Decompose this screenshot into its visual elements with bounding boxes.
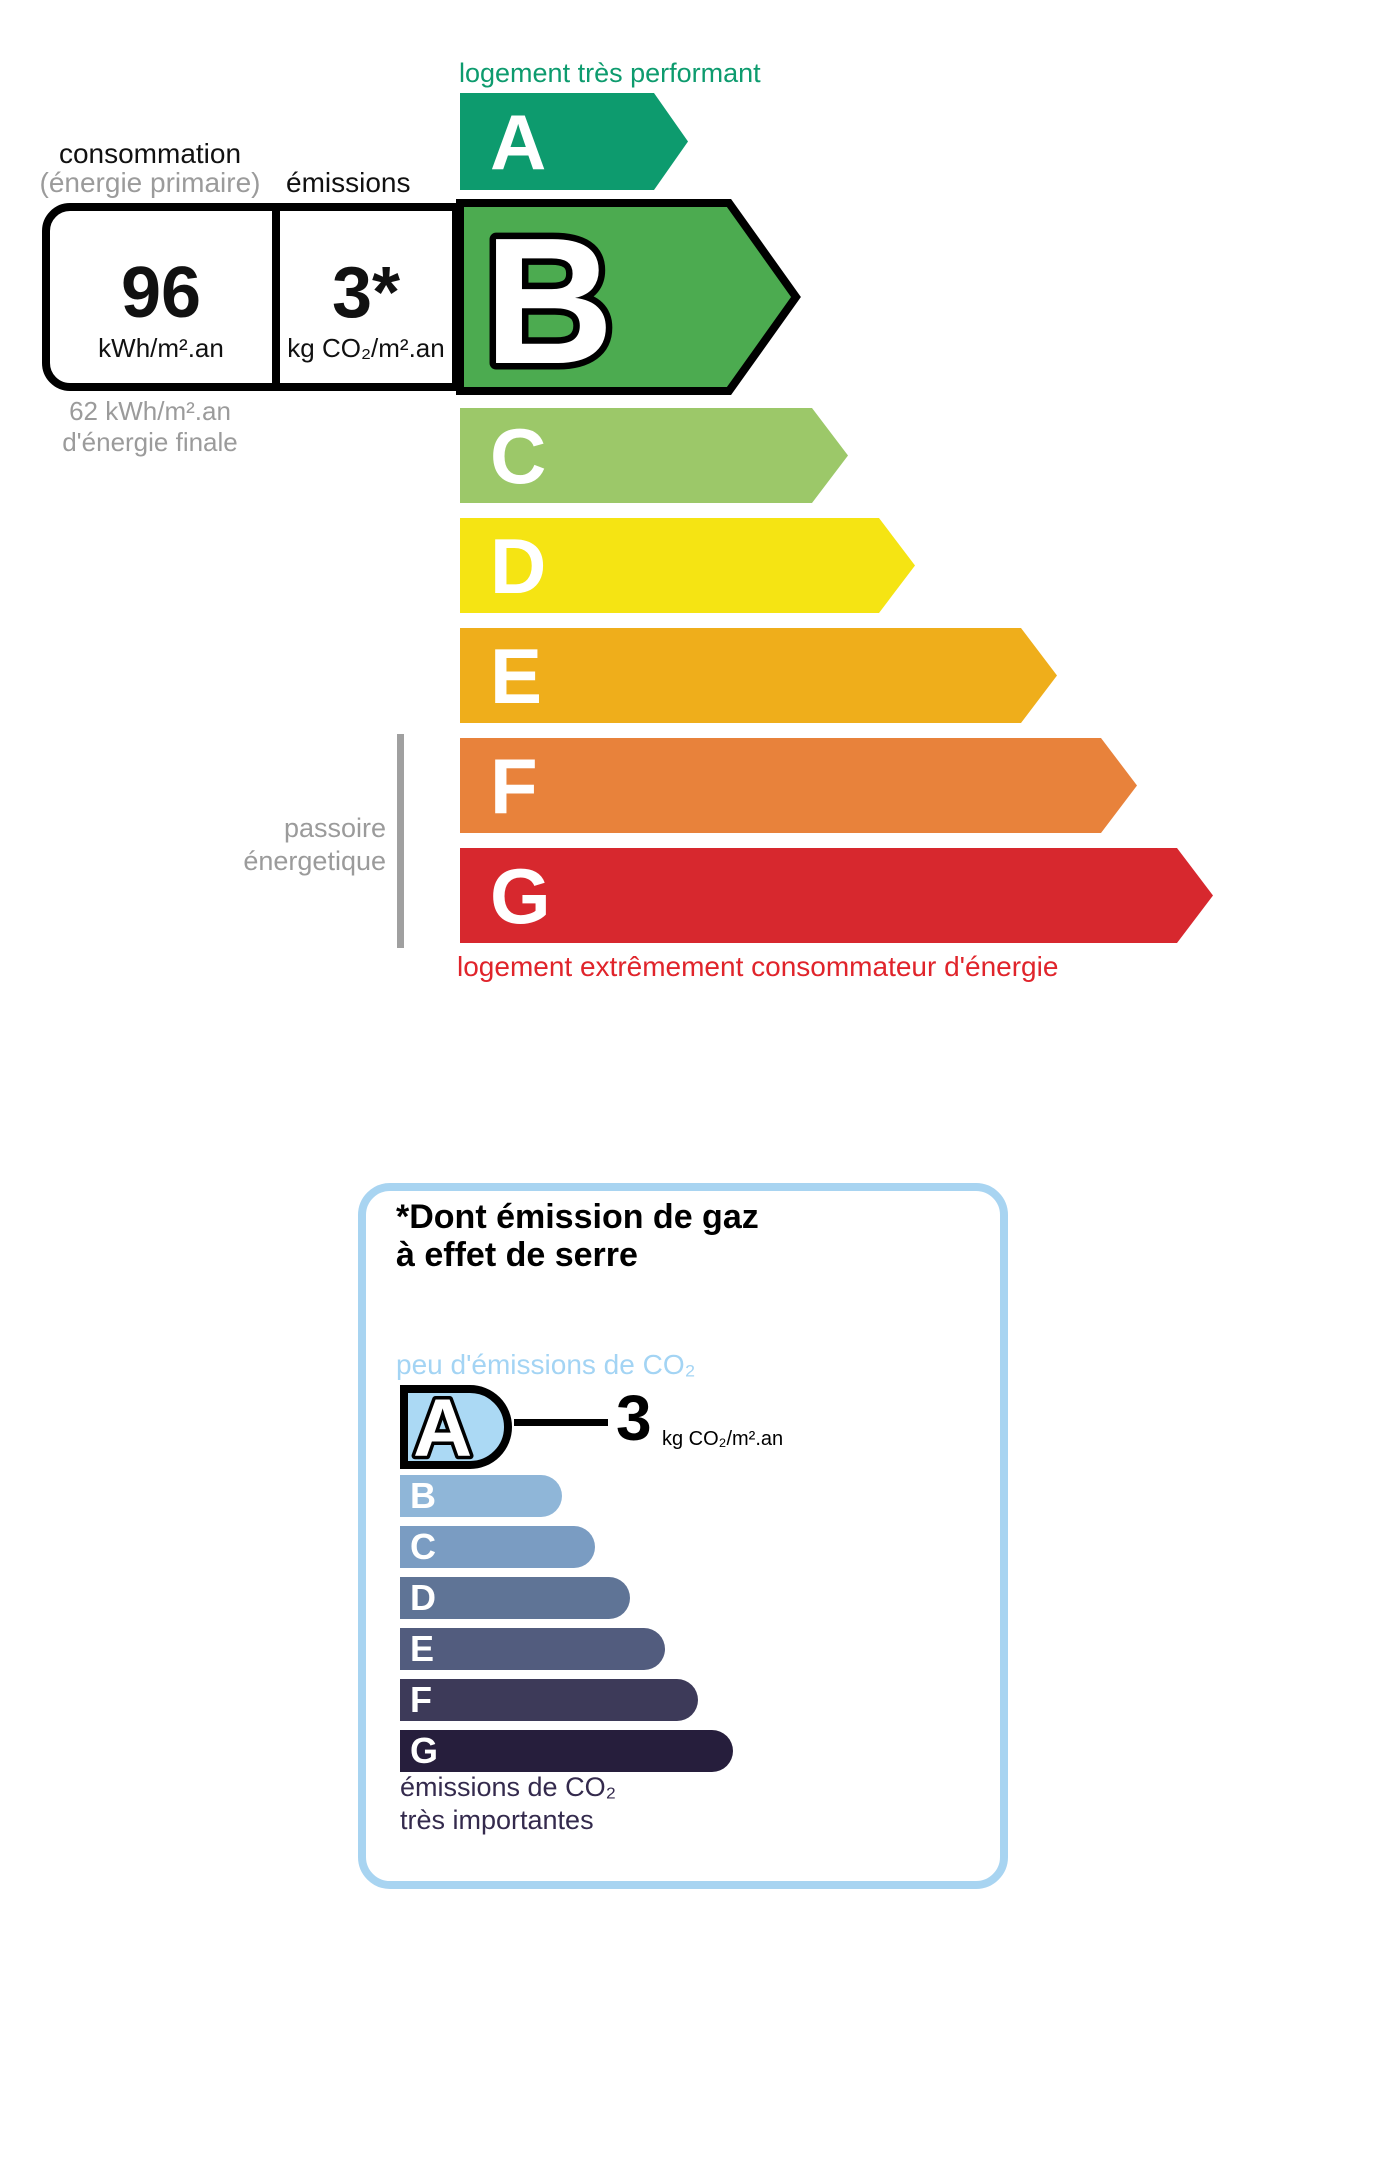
co2-high-emissions-label: émissions de CO₂ très importantes	[400, 1771, 616, 1837]
energy-class-arrow-c: C	[460, 408, 848, 503]
co2-class-letter-c: C	[410, 1526, 436, 1567]
co2-class-bar-d: D	[400, 1577, 630, 1619]
co2-class-bar-g: G	[400, 1730, 733, 1772]
emissions-value: 3*	[331, 252, 401, 333]
final-energy-line1: 62 kWh/m².an	[69, 396, 231, 426]
energy-class-letter-c: C	[490, 411, 547, 500]
co2-class-letter-f: F	[410, 1679, 432, 1720]
consumption-value: 96	[120, 252, 202, 333]
energy-class-arrow-g: G	[460, 848, 1213, 943]
label-logement-consommateur: logement extrêmement consommateur d'éner…	[457, 951, 1059, 982]
energy-class-arrow-d: D	[460, 518, 915, 613]
co2-class-letter-d: D	[410, 1577, 436, 1618]
co2-value-connector-line	[514, 1419, 608, 1426]
energy-class-arrow-a: A	[460, 93, 688, 190]
co2-class-letter-e: E	[410, 1628, 435, 1669]
emissions-unit: kg CO₂/m².an	[287, 332, 445, 363]
co2-class-letter-g: G	[410, 1730, 439, 1771]
co2-value-unit: kg CO₂/m².an	[662, 1428, 784, 1450]
co2-title-line1: *Dont émission de gaz	[396, 1198, 759, 1236]
co2-low-emissions-label: peu d'émissions de CO₂	[396, 1349, 696, 1380]
consumption-sublabel: (énergie primaire)	[39, 167, 261, 198]
co2-high-line1: émissions de CO₂	[400, 1772, 617, 1802]
emissions-cell: 3* kg CO₂/m².an	[280, 211, 452, 383]
co2-class-badge-a-highlighted: A	[400, 1380, 512, 1478]
label-logement-tres-performant: logement très performant	[459, 58, 761, 88]
co2-title-line2: à effet de serre	[396, 1236, 638, 1274]
emissions-label: émissions	[286, 167, 411, 198]
consumption-cell: 96 kWh/m².an	[50, 211, 280, 383]
co2-class-bar-c: C	[400, 1526, 595, 1568]
co2-class-letter-b: B	[410, 1475, 436, 1516]
co2-class-bar-b: B	[400, 1475, 562, 1517]
energy-class-letter-e: E	[490, 631, 543, 720]
energy-class-letter-d: D	[490, 521, 547, 610]
final-energy-note: 62 kWh/m².an d'énergie finale	[28, 396, 272, 458]
co2-panel-title: *Dont émission de gaz à effet de serre	[396, 1198, 759, 1274]
consumption-unit: kWh/m².an	[98, 332, 224, 363]
co2-high-line2: très importantes	[400, 1805, 594, 1835]
energy-sieve-marker-bar	[397, 734, 404, 948]
b-arrow-shape	[456, 199, 801, 395]
energy-class-letter-a: A	[490, 97, 547, 186]
energy-class-letter-g: G	[490, 851, 551, 940]
energy-class-arrow-e: E	[460, 628, 1057, 723]
co2-class-bar-e: E	[400, 1628, 665, 1670]
energy-sieve-label: passoire énergetique	[180, 812, 386, 878]
final-energy-line2: d'énergie finale	[62, 427, 238, 457]
sieve-label-line1: passoire	[283, 813, 386, 843]
sieve-label-line2: énergetique	[243, 846, 386, 876]
co2-class-letter-a: A	[413, 1383, 472, 1474]
energy-class-letter-b: B	[484, 201, 614, 395]
energy-class-letter-f: F	[490, 741, 538, 830]
energy-class-arrow-b-highlighted: B	[456, 199, 801, 395]
consumption-header: consommation (énergie primaire)	[28, 139, 272, 197]
co2-class-bar-f: F	[400, 1679, 698, 1721]
dpe-value-box: 96 kWh/m².an 3* kg CO₂/m².an	[42, 203, 460, 391]
co2-value: 3	[616, 1382, 652, 1454]
energy-class-arrow-f: F	[460, 738, 1137, 833]
consumption-label: consommation	[58, 138, 242, 169]
